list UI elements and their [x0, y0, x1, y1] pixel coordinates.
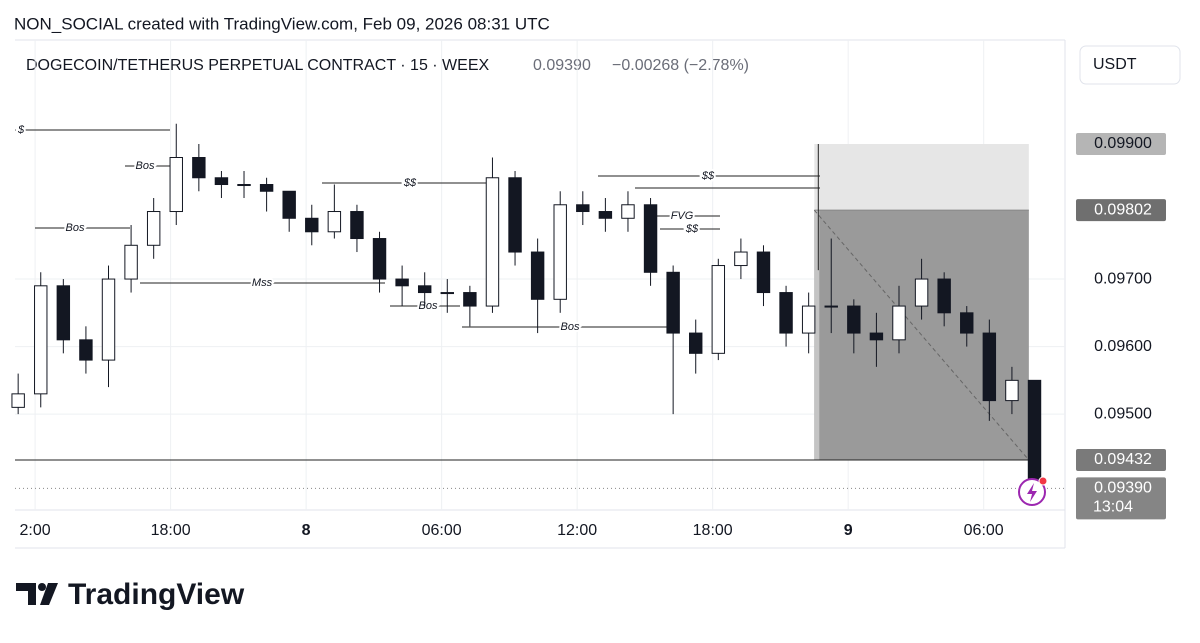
candle-body: [169, 157, 183, 213]
candle-body: [553, 204, 567, 300]
candle-body: [508, 177, 522, 253]
annotation-label: $: [17, 124, 25, 136]
x-tick-label: 2:00: [20, 522, 51, 539]
candle-body: [937, 278, 951, 314]
alert-bolt: [1027, 483, 1037, 502]
y-tick-label: 0.09600: [1094, 338, 1152, 355]
price-tag: [1076, 199, 1166, 222]
candle-body: [124, 244, 138, 280]
x-tick-label: 18:00: [693, 522, 733, 539]
price: 0.09390: [533, 57, 591, 74]
x-tick-label: 06:00: [964, 522, 1004, 539]
annotation-label: $$: [685, 223, 699, 235]
trade-path: [813, 209, 1030, 461]
price-tag-label: 0.09390: [1094, 480, 1152, 497]
x-tick-label: 8: [302, 522, 311, 539]
price-tag-label: 0.09900: [1094, 135, 1152, 152]
annotation-label: Bos: [136, 160, 155, 172]
candle-body: [892, 305, 906, 341]
stop-zone: [814, 143, 1029, 211]
candle-body: [847, 305, 861, 334]
candle-body: [689, 332, 703, 354]
symbol: DOGECOIN/TETHERUS PERPETUAL CONTRACT · 1…: [26, 57, 490, 74]
price-tag-label: 0.09432: [1094, 451, 1152, 468]
countdown: 13:04: [1093, 499, 1133, 516]
annotation-label: FVG: [671, 210, 694, 222]
candle-body: [576, 204, 590, 213]
candle-body: [869, 332, 884, 341]
position-edge: [814, 210, 820, 461]
candle-body: [1027, 379, 1042, 489]
price-tag-label: 0.09802: [1094, 201, 1152, 218]
currency[interactable]: USDT: [1093, 56, 1137, 73]
candle-body: [801, 305, 816, 334]
price-tag: [1076, 449, 1166, 472]
logo: TradingView: [16, 578, 245, 611]
candle-body: [779, 292, 793, 334]
y-tick-label: 0.09700: [1094, 270, 1152, 287]
candle-body: [327, 211, 342, 233]
candle-body: [756, 251, 771, 294]
candle-body: [214, 177, 229, 186]
annotation-label: $$: [701, 170, 715, 182]
candle-body: [305, 217, 319, 233]
price-tag: [1076, 477, 1166, 520]
price-tag: [1076, 132, 1166, 155]
currency-button[interactable]: [1079, 45, 1181, 85]
candle-body: [395, 278, 409, 287]
candle-body: [824, 305, 838, 308]
annotation-label: Bos: [419, 300, 438, 312]
annotation-label: $$: [403, 177, 417, 189]
candle-body: [101, 278, 116, 361]
candle-body: [350, 211, 364, 240]
candle-body: [666, 271, 680, 334]
candle-body: [372, 238, 387, 280]
candle-body: [259, 184, 274, 192]
x-tick-label: 06:00: [422, 522, 462, 539]
y-tick-label: 0.09500: [1094, 405, 1152, 422]
candle-body: [463, 292, 477, 307]
candle-body: [79, 339, 93, 361]
x-tick-label: 9: [844, 522, 853, 539]
x-tick-label: 18:00: [151, 522, 191, 539]
candle-body: [440, 292, 454, 295]
candle-body: [146, 211, 161, 246]
candle-body: [417, 285, 432, 294]
candle-body: [643, 204, 658, 273]
change: −0.00268 (−2.78%): [612, 57, 749, 74]
candle-body: [237, 184, 251, 187]
candle-body: [1005, 379, 1019, 402]
candle-body: [734, 251, 748, 267]
alert-dot: [1038, 476, 1048, 486]
annotation-label: Mss: [252, 277, 273, 289]
candle-body: [34, 285, 48, 395]
candle-body: [192, 157, 206, 179]
candle-body: [914, 278, 929, 307]
candle-body: [530, 251, 545, 300]
candle-body: [982, 332, 997, 402]
annotation-label: Bos: [66, 222, 85, 234]
credit: NON_SOCIAL created with TradingView.com,…: [14, 14, 550, 33]
logo-text: TradingView: [68, 578, 245, 611]
candle-body: [485, 177, 500, 307]
candle-body: [56, 285, 71, 341]
candle-body: [711, 265, 726, 354]
candle-body: [598, 211, 613, 219]
annotation-label: Bos: [561, 321, 580, 333]
candle-body: [960, 312, 974, 334]
candle-body: [282, 190, 296, 219]
candle-body: [11, 393, 25, 408]
candle-body: [621, 204, 635, 219]
x-tick-label: 12:00: [557, 522, 597, 539]
